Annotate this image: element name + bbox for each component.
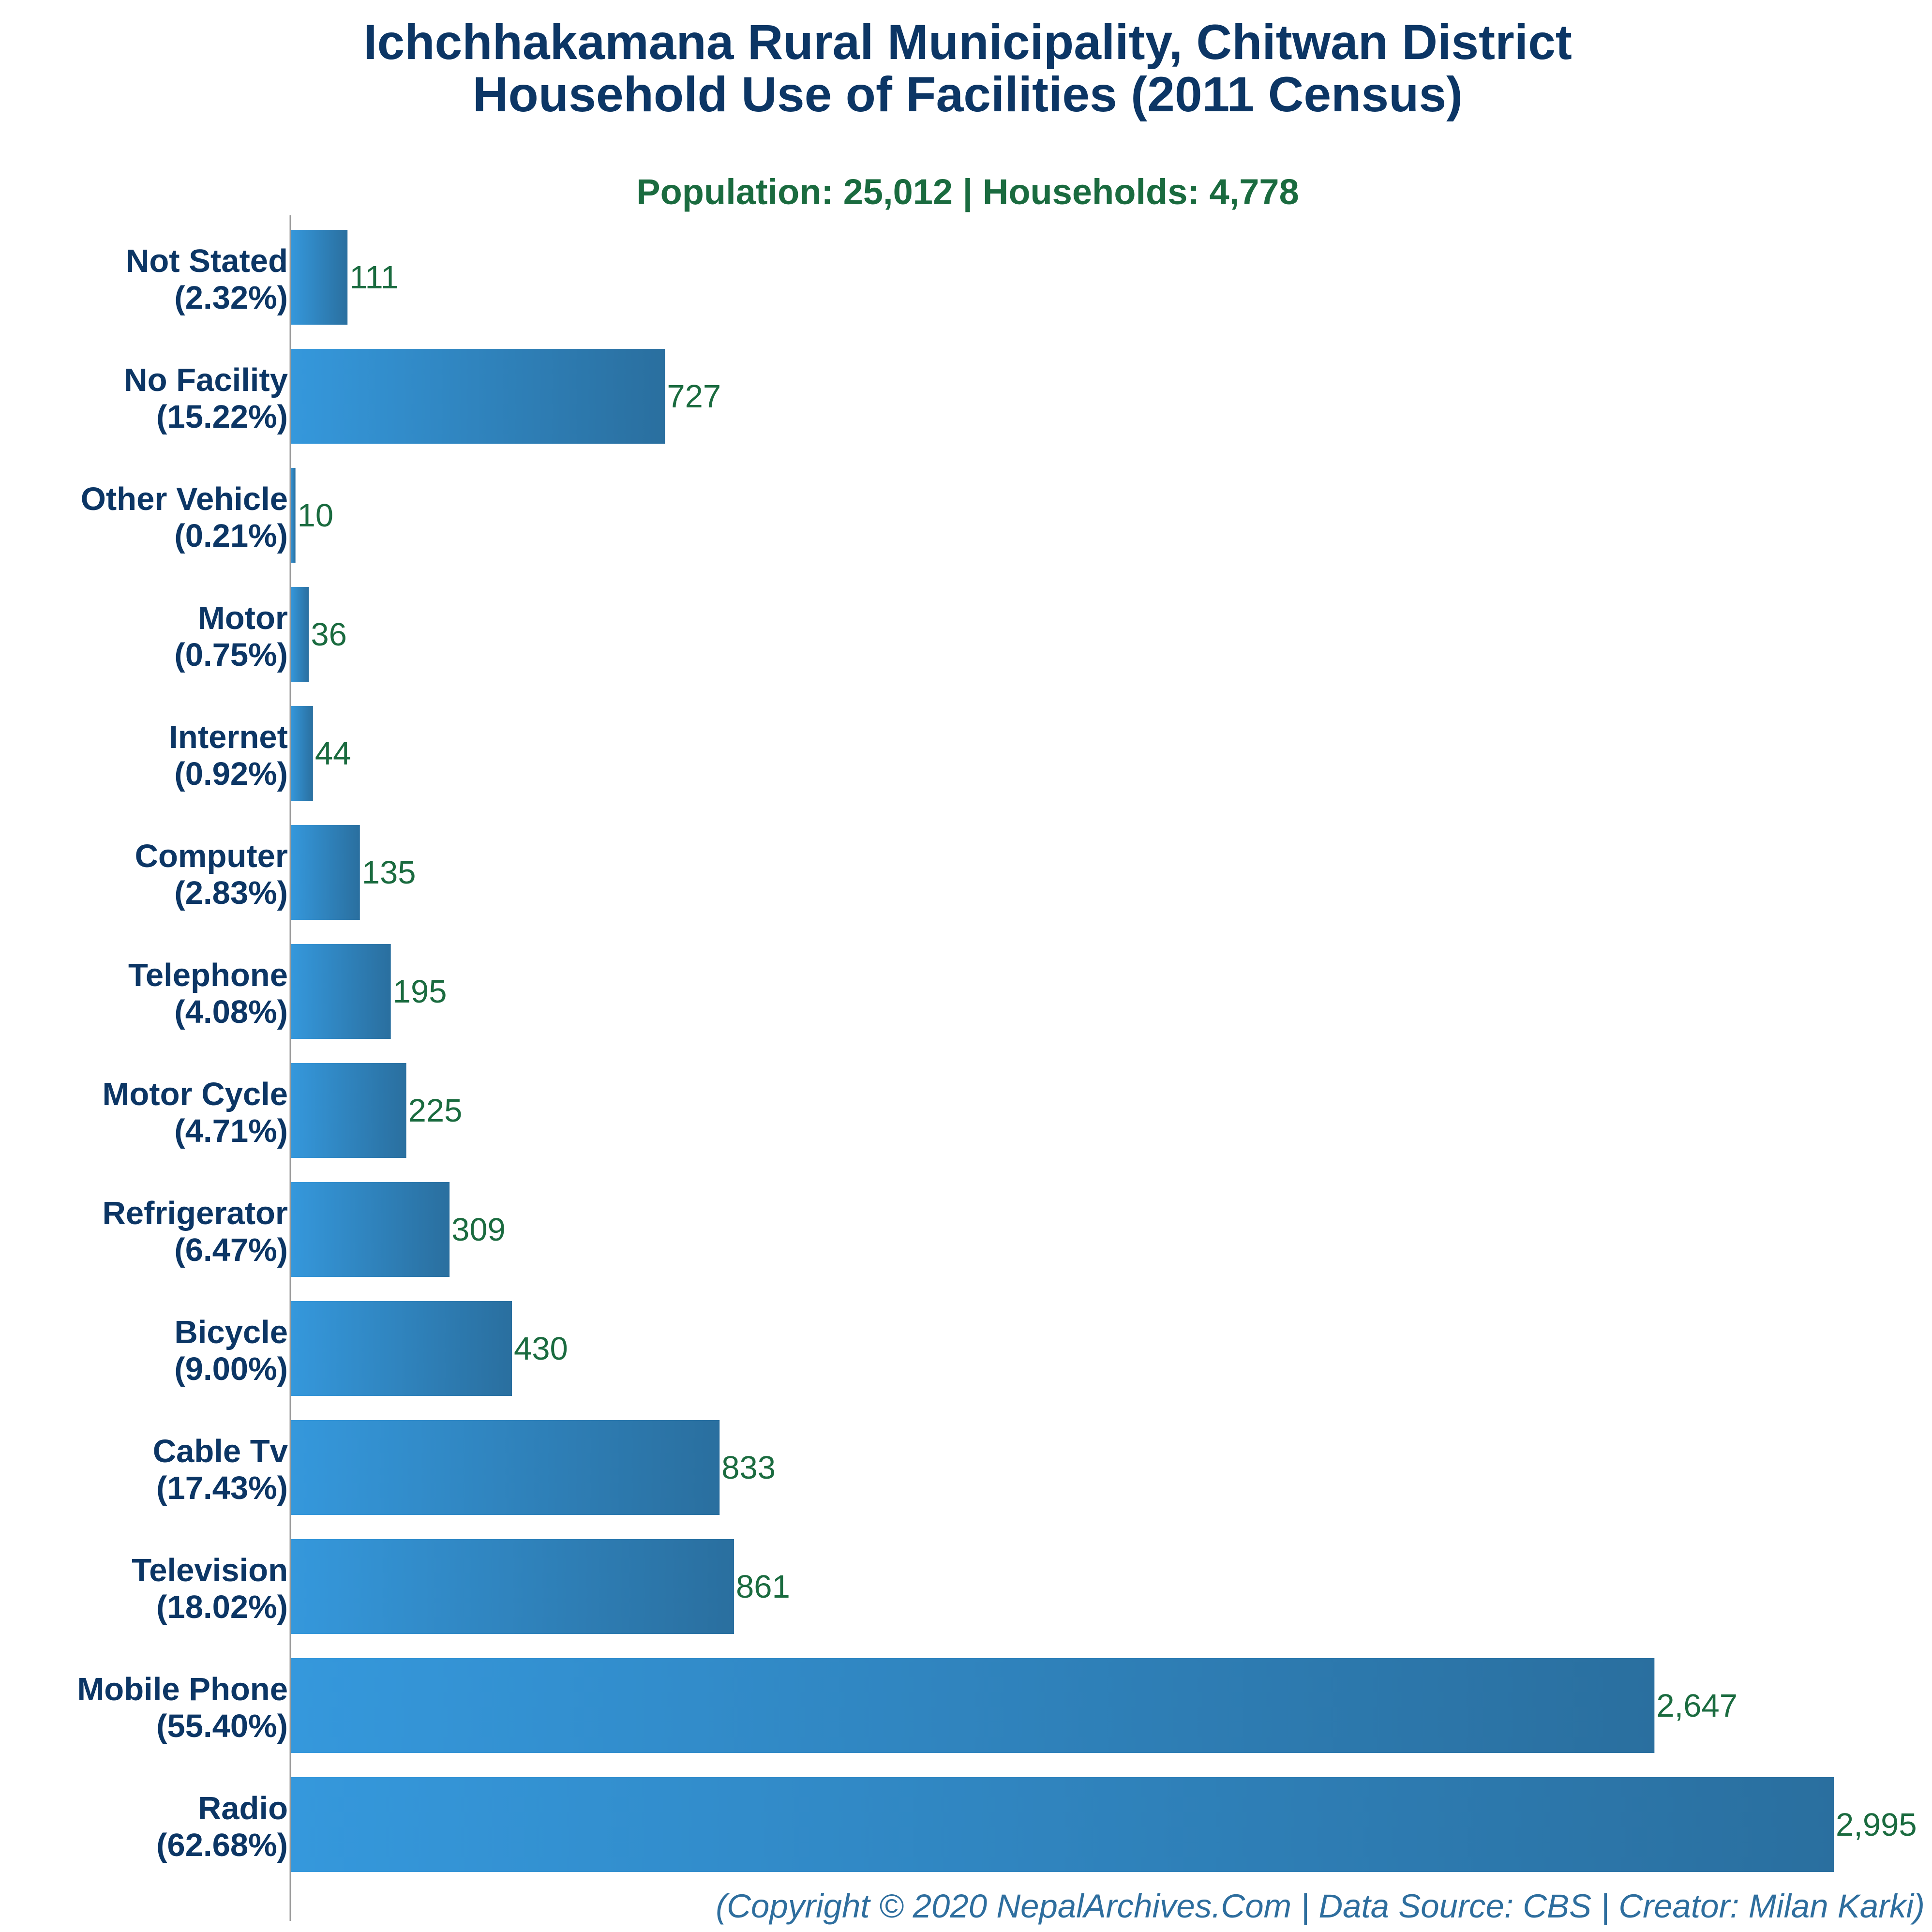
category-percent-television: (18.02%)	[156, 1589, 288, 1625]
category-label-no-facility: No Facility	[124, 362, 288, 398]
chart-subtitle: Population: 25,012 | Households: 4,778	[636, 172, 1299, 212]
bars-group: 111 727 10 36 44 135 195 225 309 430 833 861 2,647 2,…	[290, 230, 1917, 1872]
value-label-motor: 36	[311, 616, 347, 653]
value-label-bicycle: 430	[514, 1331, 568, 1367]
bar-motor	[290, 587, 309, 682]
bar-computer	[290, 825, 360, 920]
value-label-no-facility: 727	[667, 378, 721, 415]
category-label-internet: Internet	[169, 719, 288, 755]
bar-motor-cycle	[290, 1063, 406, 1158]
bar-other-vehicle	[290, 468, 296, 563]
bar-internet	[290, 706, 313, 801]
bar-mobile-phone	[290, 1658, 1655, 1753]
category-label-refrigerator: Refrigerator	[103, 1195, 288, 1231]
category-percent-cable-tv: (17.43%)	[156, 1470, 288, 1506]
category-percent-other-vehicle: (0.21%)	[174, 518, 288, 554]
category-label-radio: Radio	[198, 1790, 288, 1827]
category-percent-motor-cycle: (4.71%)	[174, 1113, 288, 1149]
value-label-not-stated: 111	[349, 259, 399, 296]
value-label-refrigerator: 309	[451, 1212, 506, 1248]
bar-television	[290, 1539, 734, 1634]
category-percent-not-stated: (2.32%)	[174, 280, 288, 316]
category-labels-group: Not Stated(2.32%) No Facility(15.22%) Othe…	[77, 243, 288, 1863]
category-label-motor: Motor	[198, 600, 288, 636]
category-percent-refrigerator: (6.47%)	[174, 1232, 288, 1268]
category-percent-bicycle: (9.00%)	[174, 1351, 288, 1387]
value-label-computer: 135	[362, 854, 416, 891]
category-label-not-stated: Not Stated	[126, 243, 288, 279]
category-percent-no-facility: (15.22%)	[156, 399, 288, 435]
bar-cable-tv	[290, 1420, 720, 1515]
value-label-internet: 44	[315, 735, 351, 772]
bar-not-stated	[290, 230, 348, 325]
value-label-cable-tv: 833	[721, 1450, 776, 1486]
value-label-radio: 2,995	[1836, 1807, 1917, 1843]
category-label-cable-tv: Cable Tv	[153, 1433, 288, 1469]
bar-telephone	[290, 944, 391, 1039]
category-label-bicycle: Bicycle	[174, 1314, 288, 1350]
value-label-motor-cycle: 225	[408, 1093, 463, 1129]
category-label-other-vehicle: Other Vehicle	[81, 481, 288, 517]
category-label-computer: Computer	[135, 838, 288, 874]
category-label-mobile-phone: Mobile Phone	[77, 1671, 288, 1707]
value-label-mobile-phone: 2,647	[1656, 1688, 1737, 1724]
value-label-other-vehicle: 10	[298, 497, 334, 534]
category-percent-mobile-phone: (55.40%)	[156, 1708, 288, 1744]
category-percent-computer: (2.83%)	[174, 875, 288, 911]
bar-no-facility	[290, 349, 665, 444]
footer-credit: (Copyright © 2020 NepalArchives.Com | Da…	[716, 1887, 1925, 1925]
value-label-telephone: 195	[393, 973, 447, 1010]
bar-radio	[290, 1777, 1834, 1872]
category-label-motor-cycle: Motor Cycle	[103, 1076, 288, 1112]
category-label-telephone: Telephone	[128, 957, 288, 993]
chart-title-line1: Ichchhakamana Rural Municipality, Chitwa…	[363, 15, 1572, 70]
bar-refrigerator	[290, 1182, 450, 1277]
bar-bicycle	[290, 1301, 512, 1396]
category-label-television: Television	[132, 1552, 288, 1588]
category-percent-radio: (62.68%)	[156, 1827, 288, 1863]
category-percent-internet: (0.92%)	[174, 756, 288, 792]
category-percent-motor: (0.75%)	[174, 637, 288, 673]
category-percent-telephone: (4.08%)	[174, 994, 288, 1030]
chart-title-line2: Household Use of Facilities (2011 Census…	[473, 67, 1463, 122]
value-label-television: 861	[736, 1569, 790, 1605]
